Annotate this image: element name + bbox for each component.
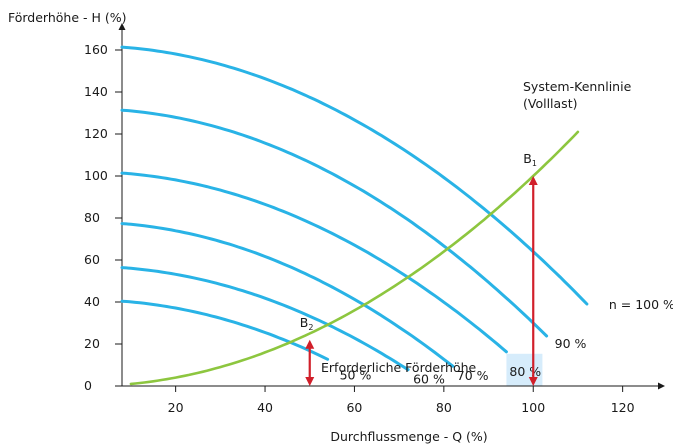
- system-curve: [129, 130, 580, 386]
- pump-curve-2: [120, 108, 549, 338]
- pump-curve-6: [120, 299, 330, 361]
- pump-curve-4: [120, 222, 455, 368]
- speed-label-highlight: [506, 353, 543, 386]
- y-tick-label: 0: [84, 378, 92, 393]
- y-tick-label: 100: [84, 168, 108, 183]
- pump-curve-5: [120, 266, 410, 372]
- y-tick-label: 120: [84, 126, 108, 141]
- y-tick-label: 60: [84, 252, 100, 267]
- pump-curve-label: 70 %: [457, 368, 489, 383]
- x-tick-label: 20: [168, 400, 184, 415]
- y-tick-label: 160: [84, 42, 108, 57]
- x-tick-label: 120: [611, 400, 635, 415]
- x-axis-arrowhead: [658, 382, 665, 390]
- head-arrow-up: [528, 176, 538, 185]
- pump-curve-3: [120, 171, 508, 354]
- pump-curve-label: 90 %: [555, 336, 587, 351]
- x-axis-label: Durchflussmenge - Q (%): [330, 429, 487, 444]
- y-tick-label: 80: [84, 210, 100, 225]
- y-axis-arrowhead: [118, 23, 126, 30]
- pump-curve-label: n = 100 %: [609, 297, 673, 312]
- system-curve-label-line1: System-Kennlinie: [523, 79, 632, 94]
- head-arrow-up: [305, 339, 315, 349]
- pump-curve-1: [120, 45, 589, 306]
- y-axis-label: Förderhöhe - H (%): [8, 10, 127, 25]
- pump-curve-label: 80 %: [509, 364, 541, 379]
- y-tick-label: 140: [84, 84, 108, 99]
- head-arrow-down: [528, 377, 538, 386]
- system-curve-label-line2: (Volllast): [523, 96, 577, 111]
- operating-point-label: B1: [523, 151, 537, 168]
- y-tick-label: 20: [84, 336, 100, 351]
- head-arrow-down: [305, 377, 315, 386]
- y-tick-label: 40: [84, 294, 100, 309]
- required-head-annotation: Erforderliche Förderhöhe: [321, 360, 477, 375]
- x-tick-label: 40: [257, 400, 273, 415]
- x-tick-label: 60: [346, 400, 362, 415]
- x-tick-label: 80: [436, 400, 452, 415]
- pump-curve-label: 50 %: [340, 367, 372, 382]
- pump-curve-label: 60 %: [413, 372, 445, 387]
- x-tick-label: 100: [521, 400, 545, 415]
